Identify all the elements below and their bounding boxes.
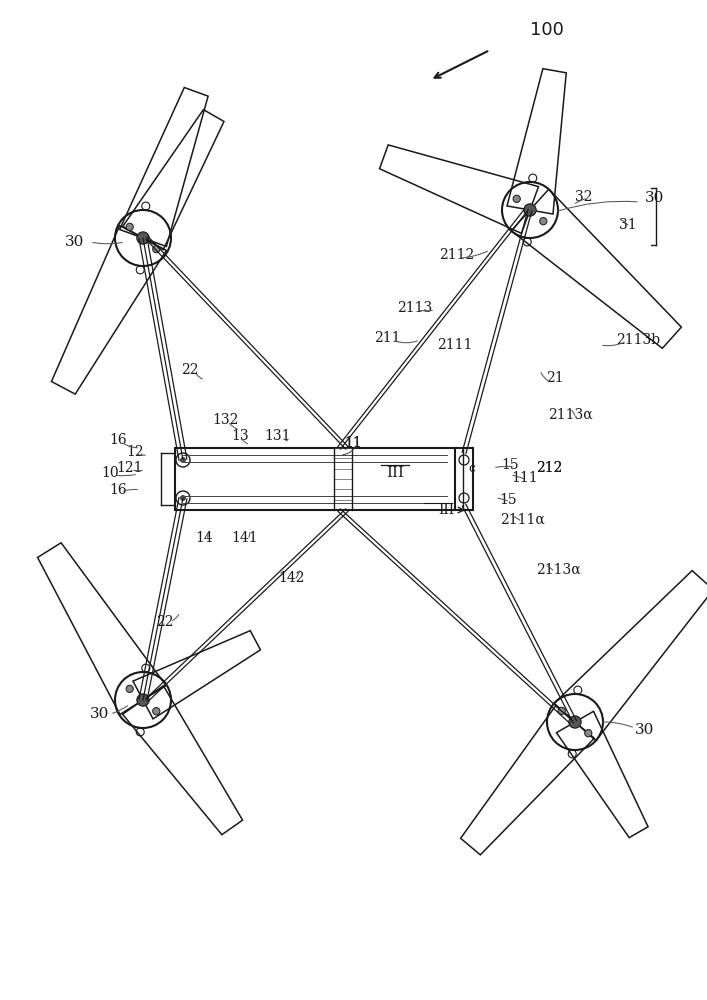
Text: 15: 15 [501,458,519,472]
Circle shape [558,707,566,714]
Text: 15: 15 [499,493,517,507]
Text: 10: 10 [101,466,119,480]
Text: 13: 13 [231,429,249,443]
Text: III: III [386,466,404,480]
Text: 142: 142 [279,571,305,585]
Text: 212: 212 [536,461,562,475]
Text: 12: 12 [126,445,144,459]
Circle shape [539,218,547,225]
Text: 2111: 2111 [438,338,473,352]
Text: 30: 30 [90,707,110,721]
Text: 211: 211 [374,331,400,345]
Circle shape [137,232,149,244]
Text: 2112: 2112 [439,248,474,262]
Text: 100: 100 [530,21,564,39]
Text: 31: 31 [619,218,637,232]
Text: 16: 16 [109,433,127,447]
Text: 30: 30 [65,235,85,249]
Text: III: III [438,503,454,517]
Text: 30: 30 [636,723,655,737]
Circle shape [153,246,160,253]
Circle shape [126,685,134,692]
Text: 2111α: 2111α [500,513,544,527]
Bar [175,448,455,510]
Circle shape [180,458,185,462]
Text: 111: 111 [512,471,538,485]
Text: 2113α: 2113α [548,408,592,422]
Text: 212: 212 [536,461,562,475]
Text: 16: 16 [109,483,127,497]
Circle shape [180,495,185,500]
Text: 22: 22 [181,363,199,377]
Text: 2113: 2113 [397,301,433,315]
Circle shape [137,694,149,706]
Text: 121: 121 [117,461,144,475]
Circle shape [126,223,134,230]
Text: 141: 141 [232,531,258,545]
Text: 131: 131 [264,429,291,443]
Circle shape [524,204,536,216]
Text: 132: 132 [212,413,238,427]
Circle shape [569,716,581,728]
Text: 14: 14 [195,531,213,545]
Text: 32: 32 [575,190,592,204]
Text: 30: 30 [645,191,665,205]
Text: 2113b: 2113b [616,333,660,347]
Circle shape [513,195,520,202]
Text: 21: 21 [547,371,563,385]
Text: c: c [469,462,476,475]
Text: 11: 11 [344,436,362,450]
Text: 2113α: 2113α [536,563,580,577]
Text: 11: 11 [344,436,362,450]
Text: 22: 22 [156,615,174,629]
Circle shape [585,730,592,737]
Circle shape [153,708,160,715]
